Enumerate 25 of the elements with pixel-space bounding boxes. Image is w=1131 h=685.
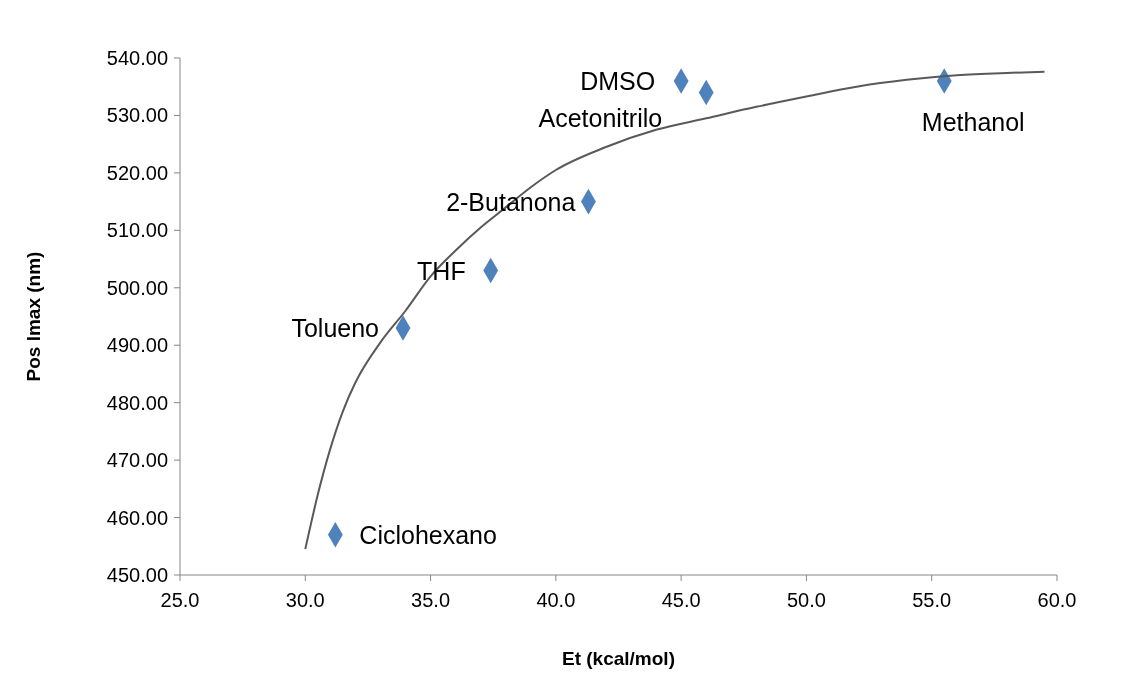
x-tick-label: 45.0 (661, 589, 701, 611)
x-tick-label: 30.0 (285, 589, 325, 611)
x-axis-title: Et (kcal/mol) (562, 648, 675, 669)
y-tick-label: 450.00 (106, 564, 168, 586)
y-tick-label: 520.00 (106, 161, 168, 184)
x-tick-label: 25.0 (160, 589, 200, 611)
annotation: Tolueno (291, 313, 380, 342)
y-tick-label: 540.00 (106, 47, 168, 69)
y-tick-label: 460.00 (106, 506, 168, 529)
x-tick-label: 40.0 (536, 589, 576, 611)
x-tick-label: 50.0 (786, 589, 826, 611)
y-tick-label: 490.00 (106, 334, 168, 357)
y-tick-label: 530.00 (106, 104, 168, 127)
x-tick-label: 35.0 (411, 589, 451, 611)
annotation: Ciclohexano (359, 520, 497, 549)
x-tick-label: 60.0 (1037, 589, 1077, 611)
annotation: DMSO (580, 66, 656, 95)
y-tick-label: 480.00 (106, 391, 168, 414)
y-tick-label: 500.00 (106, 276, 168, 299)
x-tick-label: 55.0 (912, 589, 952, 611)
y-tick-label: 510.00 (106, 219, 168, 242)
y-tick-label: 470.00 (106, 449, 168, 472)
y-axis-title: Pos lmax (nm) (23, 251, 44, 382)
annotation: Acetonitrilo (538, 104, 663, 133)
annotation: Methanol (921, 107, 1025, 136)
